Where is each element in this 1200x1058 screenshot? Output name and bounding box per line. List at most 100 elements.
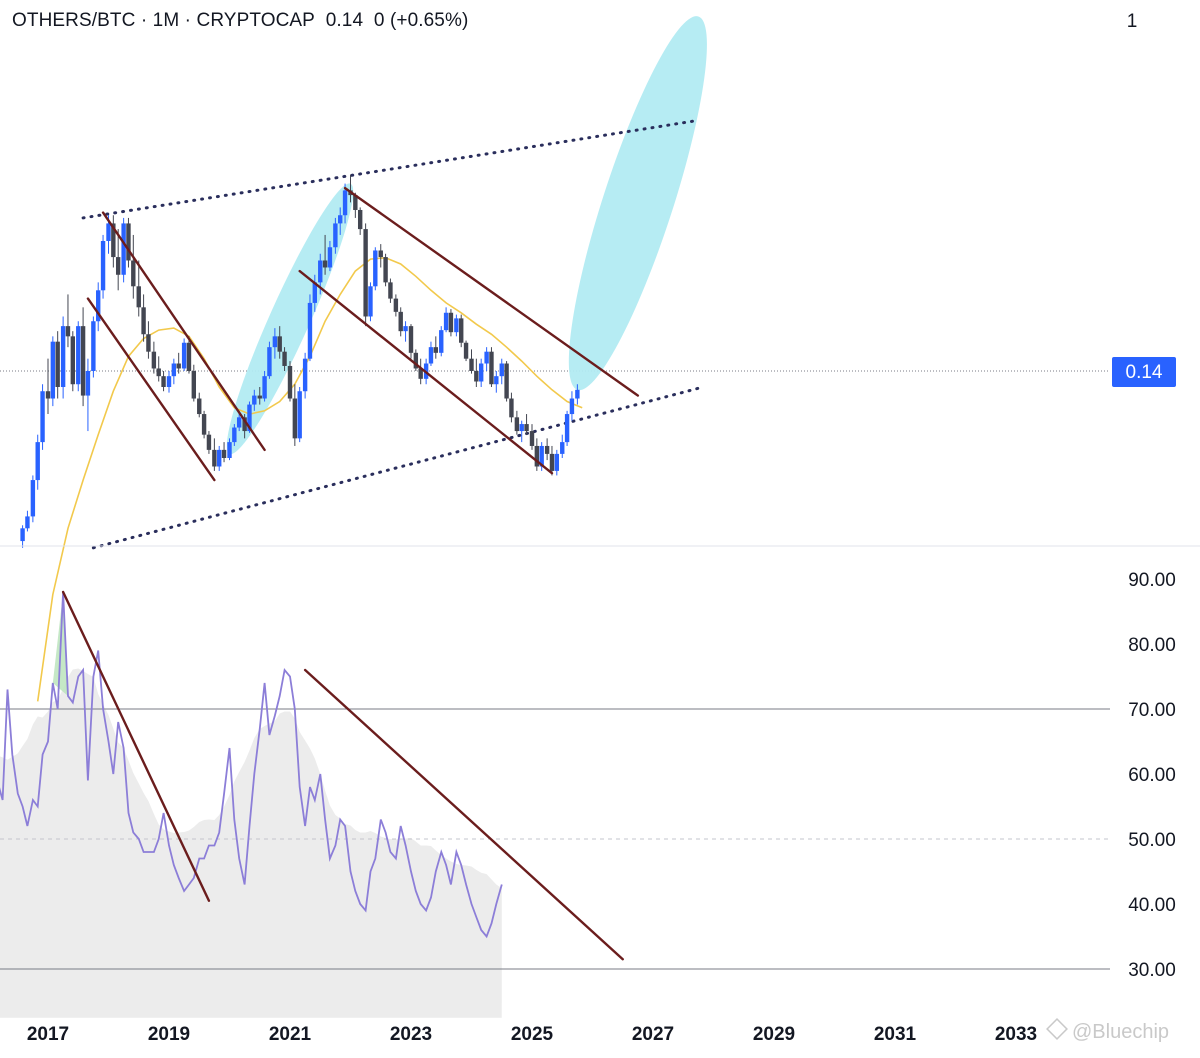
candle[interactable] xyxy=(201,410,207,439)
candle[interactable] xyxy=(342,183,348,224)
candle[interactable] xyxy=(272,328,278,359)
candle[interactable] xyxy=(287,361,293,402)
candle[interactable] xyxy=(338,207,343,235)
candle[interactable] xyxy=(494,371,499,393)
candle[interactable] xyxy=(408,324,414,359)
candle[interactable] xyxy=(514,410,520,435)
candle[interactable] xyxy=(433,336,439,359)
candle[interactable] xyxy=(569,391,575,421)
candle[interactable] xyxy=(413,349,419,371)
candle[interactable] xyxy=(333,217,338,254)
candle[interactable] xyxy=(575,384,580,405)
candle[interactable] xyxy=(353,192,358,218)
candle[interactable] xyxy=(373,247,378,291)
candle[interactable] xyxy=(242,414,247,439)
candle[interactable] xyxy=(166,371,172,393)
candle[interactable] xyxy=(100,234,106,299)
candle[interactable] xyxy=(217,445,222,471)
candle[interactable] xyxy=(115,229,121,291)
candle[interactable] xyxy=(80,307,86,407)
candle[interactable] xyxy=(292,384,298,446)
candle[interactable] xyxy=(25,510,30,532)
candle[interactable] xyxy=(357,207,363,235)
candle[interactable] xyxy=(509,392,514,423)
candle[interactable] xyxy=(448,309,454,337)
candle[interactable] xyxy=(403,321,408,342)
candle[interactable] xyxy=(302,352,308,399)
candle[interactable] xyxy=(363,223,368,327)
candle[interactable] xyxy=(529,424,535,450)
candle[interactable] xyxy=(322,234,328,275)
candle[interactable] xyxy=(469,349,474,374)
candle[interactable] xyxy=(20,525,25,548)
candle[interactable] xyxy=(544,438,550,461)
candle[interactable] xyxy=(454,314,459,337)
candle[interactable] xyxy=(519,420,524,443)
candle[interactable] xyxy=(554,449,560,476)
candle[interactable] xyxy=(398,307,403,337)
candle[interactable] xyxy=(307,294,313,362)
candle[interactable] xyxy=(277,326,282,359)
candle[interactable] xyxy=(151,341,157,374)
price-panel[interactable]: 10.14 xyxy=(0,6,1176,702)
candle[interactable] xyxy=(161,371,166,392)
candle[interactable] xyxy=(146,321,151,359)
candle[interactable] xyxy=(312,274,318,312)
candle[interactable] xyxy=(181,338,187,371)
candle[interactable] xyxy=(126,217,131,268)
candle[interactable] xyxy=(418,358,423,385)
candle[interactable] xyxy=(136,260,141,317)
candle[interactable] xyxy=(221,442,227,463)
candle[interactable] xyxy=(257,386,262,405)
candle[interactable] xyxy=(91,316,96,378)
candle[interactable] xyxy=(176,352,181,374)
candle[interactable] xyxy=(40,384,45,450)
candle[interactable] xyxy=(131,234,136,299)
candle[interactable] xyxy=(206,431,212,454)
candle[interactable] xyxy=(50,336,56,407)
candle[interactable] xyxy=(564,410,570,446)
candle[interactable] xyxy=(267,341,272,379)
candle[interactable] xyxy=(282,347,287,371)
candle[interactable] xyxy=(212,438,217,471)
candle[interactable] xyxy=(262,371,267,402)
candle[interactable] xyxy=(428,341,434,366)
candle[interactable] xyxy=(76,321,81,392)
candle[interactable] xyxy=(524,414,529,435)
candle[interactable] xyxy=(327,240,333,272)
candle[interactable] xyxy=(549,445,555,476)
candle[interactable] xyxy=(459,314,464,348)
candle[interactable] xyxy=(65,294,71,348)
candle[interactable] xyxy=(55,331,60,399)
candle[interactable] xyxy=(111,215,116,268)
candle[interactable] xyxy=(478,358,484,387)
candle[interactable] xyxy=(197,392,202,418)
candle[interactable] xyxy=(443,307,449,333)
symbol-label[interactable]: OTHERS/BTC xyxy=(12,10,136,31)
candle[interactable] xyxy=(439,326,444,357)
candle[interactable] xyxy=(96,282,101,332)
candle[interactable] xyxy=(499,358,504,385)
oscillator-panel[interactable]: 90.00 80.00 70.00 60.00 50.00 40.00 30.00 xyxy=(0,570,1176,1018)
candle[interactable] xyxy=(534,438,540,471)
candle[interactable] xyxy=(70,331,76,392)
candle[interactable] xyxy=(60,316,66,399)
candle[interactable] xyxy=(141,294,146,342)
candle[interactable] xyxy=(489,347,494,387)
candle[interactable] xyxy=(35,434,40,490)
candle[interactable] xyxy=(191,364,197,402)
candle[interactable] xyxy=(484,347,489,371)
time-axis[interactable]: 2017 2019 2021 2023 2025 2027 2029 2031 2033 xyxy=(27,1024,1037,1045)
candle[interactable] xyxy=(504,361,509,402)
candle[interactable] xyxy=(368,282,373,322)
candle[interactable] xyxy=(30,475,36,523)
candle[interactable] xyxy=(186,336,192,374)
interval-label[interactable]: 1M xyxy=(152,10,180,31)
candle[interactable] xyxy=(227,438,232,461)
candle[interactable] xyxy=(463,340,469,362)
candle[interactable] xyxy=(560,434,565,458)
candle[interactable] xyxy=(156,356,161,382)
candle[interactable] xyxy=(383,253,388,287)
candle[interactable] xyxy=(171,358,177,385)
candle[interactable] xyxy=(45,358,51,415)
